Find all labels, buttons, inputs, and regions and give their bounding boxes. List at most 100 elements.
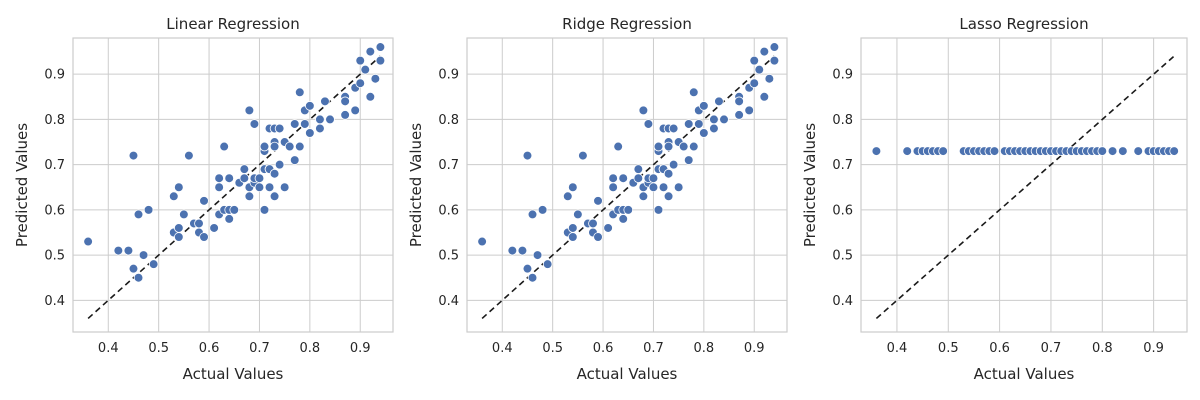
x-tick-label: 0.8 [1092, 341, 1113, 356]
x-axis-label: Actual Values [577, 365, 678, 383]
data-point [269, 141, 280, 152]
data-point [719, 114, 729, 125]
data-point [123, 245, 134, 256]
data-point [128, 263, 139, 274]
data-point [269, 168, 280, 179]
data-point [1133, 146, 1144, 156]
reference-line [875, 55, 1175, 320]
data-point [305, 128, 315, 138]
data-point [688, 87, 699, 98]
data-point [608, 173, 618, 184]
data-point [294, 141, 305, 152]
data-point [477, 236, 487, 247]
x-tick-label: 0.7 [1041, 341, 1062, 356]
data-point [658, 182, 669, 193]
y-tick-label: 0.7 [44, 158, 65, 173]
data-point [618, 173, 629, 184]
data-point [214, 182, 224, 193]
data-point [902, 146, 913, 156]
data-point [709, 123, 719, 134]
data-point [562, 191, 573, 202]
data-point [608, 182, 618, 193]
x-tick-label: 0.6 [989, 341, 1010, 356]
data-point [699, 128, 709, 138]
data-point [214, 173, 224, 184]
data-point [259, 205, 270, 215]
data-point [239, 173, 250, 184]
data-point [573, 209, 583, 220]
x-axis-label: Actual Values [974, 365, 1075, 383]
data-point [532, 250, 543, 260]
y-tick-label: 0.6 [44, 203, 65, 218]
plot-frame [72, 37, 394, 333]
data-point [871, 146, 882, 156]
data-point [1097, 146, 1108, 156]
y-tick-label: 0.8 [44, 113, 65, 128]
data-point [254, 173, 265, 184]
data-point [294, 87, 305, 98]
y-tick-label: 0.5 [832, 249, 853, 264]
data-point [279, 182, 290, 193]
data-point [174, 182, 184, 193]
data-point [668, 159, 679, 170]
data-point [143, 205, 154, 215]
data-point [683, 155, 694, 165]
data-point [623, 205, 634, 215]
y-axis-label: Predicted Values [801, 123, 819, 247]
y-tick-label: 0.4 [832, 294, 853, 309]
data-point [633, 173, 644, 184]
data-point [588, 218, 598, 229]
x-tick-label: 0.5 [938, 341, 959, 356]
data-point [375, 55, 386, 66]
x-tick-label: 0.9 [350, 341, 371, 356]
y-tick-label: 0.6 [438, 203, 459, 218]
data-point [522, 263, 533, 274]
data-point [769, 55, 780, 66]
data-point [194, 218, 204, 229]
data-point [749, 78, 760, 89]
y-axis-label: Predicted Values [407, 123, 425, 247]
data-point [199, 196, 209, 206]
data-point [219, 141, 229, 152]
data-point [199, 232, 209, 242]
data-point [365, 92, 376, 102]
y-tick-label: 0.7 [832, 158, 853, 173]
x-tick-label: 0.4 [492, 341, 513, 356]
x-tick-label: 0.4 [887, 341, 908, 356]
y-tick-label: 0.7 [438, 158, 459, 173]
data-point [709, 114, 719, 125]
data-point [759, 46, 770, 57]
data-point [537, 205, 548, 215]
data-point [355, 55, 366, 66]
data-point [289, 119, 300, 129]
y-tick-label: 0.6 [832, 203, 853, 218]
y-axis-label: Predicted Values [13, 123, 31, 247]
data-point [300, 119, 310, 129]
data-point [269, 191, 280, 202]
data-point [113, 245, 124, 256]
data-point [1107, 146, 1118, 156]
x-tick-label: 0.4 [98, 341, 119, 356]
data-point [133, 209, 144, 220]
chart-title: Ridge Regression [562, 15, 692, 33]
data-point [174, 232, 184, 242]
data-point [638, 191, 649, 202]
data-point [517, 245, 528, 256]
x-tick-label: 0.7 [249, 341, 270, 356]
data-point [653, 205, 664, 215]
data-point [663, 191, 674, 202]
y-tick-label: 0.9 [832, 68, 853, 83]
data-point [663, 141, 674, 152]
data-point [340, 96, 350, 107]
data-point [1118, 146, 1128, 156]
data-point [365, 46, 376, 57]
data-point [699, 101, 709, 111]
data-point [688, 141, 699, 152]
data-point [83, 236, 93, 247]
data-point [668, 123, 679, 134]
data-point [244, 191, 255, 202]
data-point [133, 272, 144, 283]
data-point [648, 173, 659, 184]
data-point [355, 78, 366, 89]
data-point [734, 110, 744, 120]
